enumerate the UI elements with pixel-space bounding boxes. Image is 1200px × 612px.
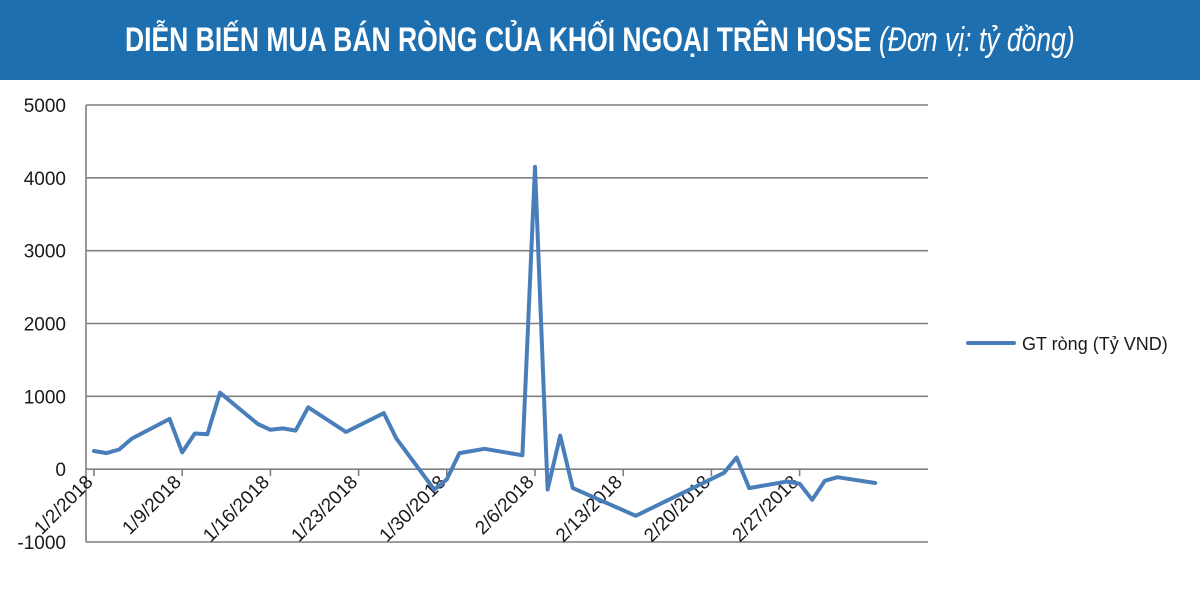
data-point xyxy=(394,437,398,441)
y-tick-label: 5000 xyxy=(24,96,66,117)
data-point xyxy=(810,498,814,502)
y-tick-label: 3000 xyxy=(24,242,66,263)
data-point xyxy=(785,479,789,484)
x-tick-labels: 1/2/2018 1/9/2018 1/16/2018 1/23/2018 1/30/2… xyxy=(30,472,803,547)
data-point xyxy=(294,429,298,433)
data-point xyxy=(520,453,525,457)
series-layer xyxy=(92,164,878,518)
data-point xyxy=(117,447,121,452)
data-point xyxy=(218,391,222,395)
data-point xyxy=(268,428,272,432)
data-point xyxy=(105,451,109,455)
data-point xyxy=(483,447,487,451)
data-point xyxy=(344,430,348,434)
data-point xyxy=(180,450,184,454)
data-point xyxy=(205,432,209,436)
data-point xyxy=(168,417,172,421)
chart-title-text: DIỄN BIẾN MUA BÁN RÒNG CỦA KHỐI NGOẠI TR… xyxy=(125,20,872,59)
data-point xyxy=(130,437,134,441)
data-point xyxy=(193,431,197,436)
data-point xyxy=(546,488,550,492)
legend: GT ròng (Tỷ VND) xyxy=(966,334,1168,354)
data-point xyxy=(722,471,726,475)
x-tick-label: 1/16/2018 xyxy=(199,472,274,547)
data-point xyxy=(432,488,436,492)
data-point xyxy=(256,422,260,426)
data-point xyxy=(735,455,739,460)
chart-area: -1000 0 1000 2000 3000 4000 5000 1/2/2018 1/9/2… xyxy=(0,80,1200,607)
x-tick-label: 1/2/2018 xyxy=(30,472,97,539)
x-tick-label: 1/9/2018 xyxy=(119,472,186,539)
y-tick-label: 2000 xyxy=(24,315,66,336)
data-point xyxy=(306,405,310,409)
data-point xyxy=(634,514,638,518)
data-point xyxy=(281,426,285,430)
data-point xyxy=(873,481,877,485)
data-point xyxy=(558,434,562,438)
data-point xyxy=(835,475,840,479)
grid-lines xyxy=(86,104,928,543)
y-tick-label: 4000 xyxy=(24,169,66,190)
y-tick-label: 0 xyxy=(55,460,66,481)
data-point xyxy=(571,486,575,490)
y-tick-label: -1000 xyxy=(17,533,66,554)
data-point xyxy=(382,411,386,415)
chart-title: DIỄN BIẾN MUA BÁN RÒNG CỦA KHỐI NGOẠI TR… xyxy=(125,21,1075,60)
data-point xyxy=(445,477,449,481)
x-tick-label: 2/6/2018 xyxy=(471,472,538,539)
line-chart: -1000 0 1000 2000 3000 4000 5000 1/2/2018 1/9/2… xyxy=(17,96,1168,554)
series-line xyxy=(92,164,878,518)
data-point xyxy=(823,479,827,483)
x-tick-label: 2/13/2018 xyxy=(552,472,627,547)
chart-unit-text: (Đơn vị: tỷ đồng) xyxy=(879,20,1075,59)
data-point xyxy=(533,165,537,169)
y-tick-label: 1000 xyxy=(24,387,66,408)
data-point xyxy=(798,482,802,486)
title-banner: DIỄN BIẾN MUA BÁN RÒNG CỦA KHỐI NGOẠI TR… xyxy=(0,0,1200,80)
data-point xyxy=(92,449,96,453)
data-point xyxy=(457,451,461,455)
y-tick-labels: -1000 0 1000 2000 3000 4000 5000 xyxy=(17,96,66,554)
x-tick-label: 1/23/2018 xyxy=(288,472,363,547)
data-point xyxy=(747,486,751,490)
legend-label: GT ròng (Tỷ VND) xyxy=(1022,334,1168,354)
